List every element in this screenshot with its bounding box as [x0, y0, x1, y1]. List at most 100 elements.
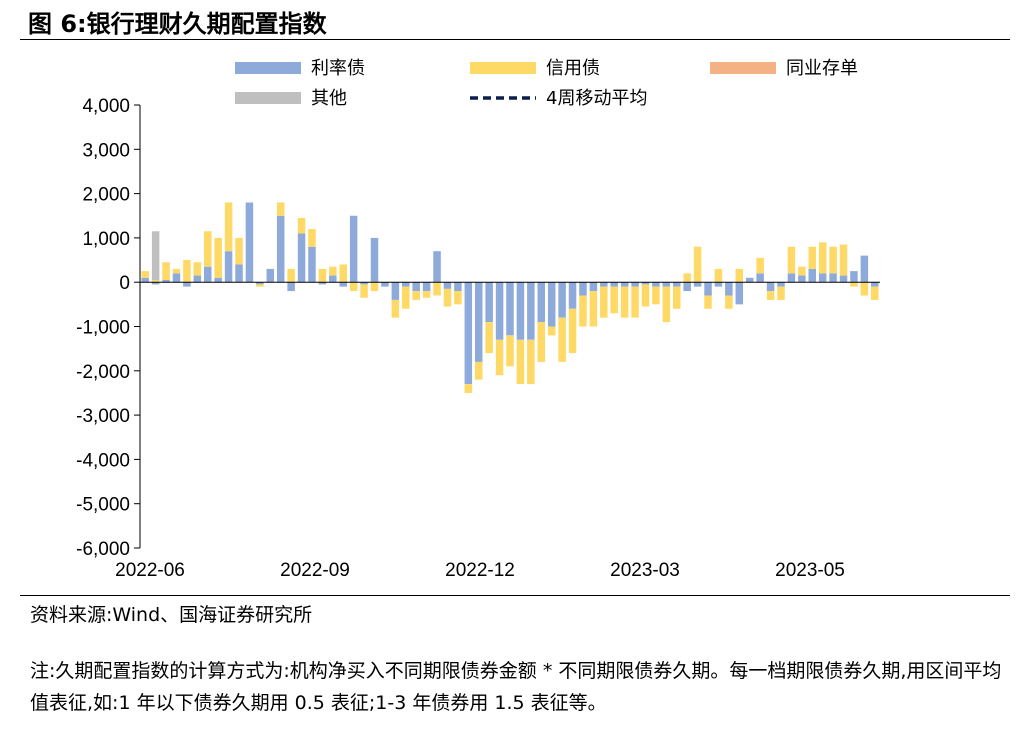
y-tick-label: 1,000: [82, 229, 130, 250]
y-tick-label: 3,000: [82, 140, 130, 161]
bar-segment: [693, 246, 702, 283]
bar-segment: [798, 266, 806, 276]
bar-segment: [527, 282, 535, 340]
bar-segment: [183, 260, 191, 283]
bar-segment: [381, 282, 389, 287]
bar-segment: [297, 217, 306, 234]
bar-segment: [454, 282, 462, 292]
bar-segment: [224, 202, 233, 252]
legend-label: 其他: [311, 88, 347, 109]
bar-segment: [547, 326, 556, 336]
bar-segment: [193, 275, 202, 283]
bar-segment: [245, 202, 254, 283]
bar-segment: [162, 262, 170, 280]
bar-segment: [235, 237, 243, 265]
bar-segment: [735, 268, 744, 283]
bar-segment: [495, 339, 504, 376]
bar-segment: [183, 282, 191, 287]
bar-segment: [443, 282, 452, 289]
page-title: 图 6:银行理财久期配置指数: [28, 10, 327, 38]
bar-segment: [443, 288, 452, 307]
bar-segment: [214, 237, 222, 278]
bar-segment: [745, 277, 754, 283]
bar-segment: [360, 284, 368, 298]
bar-segment: [495, 282, 504, 340]
bar-segment: [391, 282, 400, 300]
bar-segment: [162, 279, 170, 283]
bar-segment: [829, 246, 837, 274]
bar-segment: [839, 275, 848, 283]
bar-segment: [704, 282, 712, 296]
bar-segment: [871, 286, 879, 300]
x-tick-label: 2022-09: [280, 560, 350, 581]
bar-segment: [527, 339, 535, 385]
legend-label: 同业存单: [786, 58, 858, 79]
bar-segment: [589, 282, 598, 292]
bar-segment: [558, 317, 566, 362]
bar-segment: [777, 286, 785, 300]
bar-segment: [349, 282, 358, 292]
bar-segment: [673, 282, 681, 287]
bar-segment: [308, 246, 316, 283]
y-tick-label: -5,000: [76, 495, 130, 516]
bar-segment: [600, 282, 608, 287]
bar-segment: [860, 255, 869, 283]
x-tick-label: 2023-05: [775, 560, 845, 581]
legend-swatch: [235, 62, 301, 74]
bar-segment: [714, 282, 723, 287]
bar-segment: [506, 335, 514, 367]
bar-segment: [735, 282, 744, 305]
bar-segment: [256, 282, 264, 285]
bar-segment: [662, 286, 671, 323]
y-tick-label: -4,000: [76, 450, 130, 471]
bar-segment: [485, 282, 493, 323]
bar-segment: [600, 286, 608, 318]
bar-segment: [850, 271, 858, 283]
bar-segment: [631, 286, 639, 318]
bar-segment: [704, 295, 712, 309]
bar-segment: [224, 251, 233, 283]
bar-segment: [235, 264, 243, 283]
bar-segment: [850, 282, 858, 287]
bar-segment: [506, 282, 514, 336]
bar-segment: [641, 282, 650, 285]
bar-segment: [631, 282, 639, 287]
bar-segment: [412, 282, 420, 292]
bar-segment: [683, 273, 691, 283]
bar-segment: [433, 282, 441, 296]
bar-segment: [339, 282, 347, 287]
bar-segment: [568, 308, 577, 354]
bar-segment: [297, 233, 306, 283]
bar-segment: [193, 262, 202, 276]
bar-segment: [402, 286, 410, 309]
bar-segment: [402, 282, 410, 287]
bar-segment: [808, 246, 817, 269]
bar-segment: [818, 273, 827, 283]
legend-label: 利率债: [311, 58, 365, 79]
bar-segment: [756, 273, 764, 283]
legend-swatch: [235, 92, 301, 104]
note-text: 注:久期配置指数的计算方式为:机构净买入不同期限债券金额 * 不同期限债券久期。…: [30, 660, 1002, 714]
bar-segment: [766, 282, 775, 292]
y-tick-label: -2,000: [76, 362, 130, 383]
bar-segment: [808, 268, 817, 283]
bar-segment: [662, 282, 671, 287]
bar-segment: [214, 277, 222, 283]
bar-segment: [693, 282, 702, 287]
bar-segment: [360, 282, 368, 285]
bar-segment: [516, 282, 525, 340]
bar-segment: [766, 291, 775, 300]
bar-segment: [464, 282, 473, 385]
title-rule: [20, 39, 1010, 40]
bar-segment: [433, 251, 441, 283]
x-tick-label: 2023-03: [610, 560, 680, 581]
y-tick-label: -1,000: [76, 318, 130, 339]
bar-segment: [725, 282, 733, 296]
bar-segment: [203, 231, 212, 267]
legend-label: 信用债: [546, 58, 600, 79]
legend-swatch: [470, 62, 536, 74]
x-tick-label: 2022-12: [445, 560, 515, 581]
bar-segment: [329, 275, 337, 283]
y-tick-label: 0: [119, 273, 130, 294]
